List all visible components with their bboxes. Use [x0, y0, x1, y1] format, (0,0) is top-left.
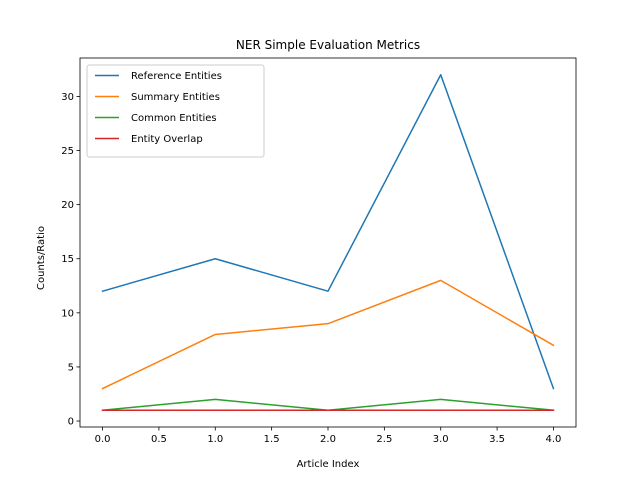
- x-tick-label: 0.0: [95, 434, 111, 445]
- legend-label-3: Entity Overlap: [131, 134, 203, 145]
- y-tick-label: 30: [61, 92, 74, 103]
- legend-label-1: Summary Entities: [131, 92, 220, 103]
- y-axis-label: Counts/Ratio: [36, 226, 47, 290]
- x-tick-label: 2.5: [376, 434, 392, 445]
- x-tick-label: 1.5: [264, 434, 280, 445]
- y-tick-label: 10: [61, 308, 74, 319]
- plot-area: 0.0 0.5 1.0 1.5 2.0 2.5 3.0 3.5 4.0 0 5 10 15 20 25 30: [61, 57, 577, 445]
- x-tick-label: 2.0: [320, 434, 336, 445]
- legend-label-0: Reference Entities: [131, 71, 222, 82]
- y-tick-label: 20: [61, 200, 74, 211]
- y-tick-label: 15: [61, 254, 74, 265]
- x-tick-label: 3.0: [433, 434, 449, 445]
- x-tick-label: 0.5: [151, 434, 167, 445]
- legend: Reference Entities Summary Entities Common…: [86, 64, 265, 158]
- legend-box: [86, 64, 265, 158]
- x-axis-label: Article Index: [297, 459, 360, 470]
- legend-label-2: Common Entities: [131, 113, 217, 124]
- x-tick-label: 1.0: [207, 434, 223, 445]
- y-tick-label: 5: [68, 362, 74, 373]
- chart-title: NER Simple Evaluation Metrics: [236, 38, 420, 52]
- y-tick-label: 25: [61, 146, 74, 157]
- y-tick-label: 0: [68, 417, 74, 428]
- x-tick-label: 3.5: [489, 434, 505, 445]
- x-tick-label: 4.0: [546, 434, 562, 445]
